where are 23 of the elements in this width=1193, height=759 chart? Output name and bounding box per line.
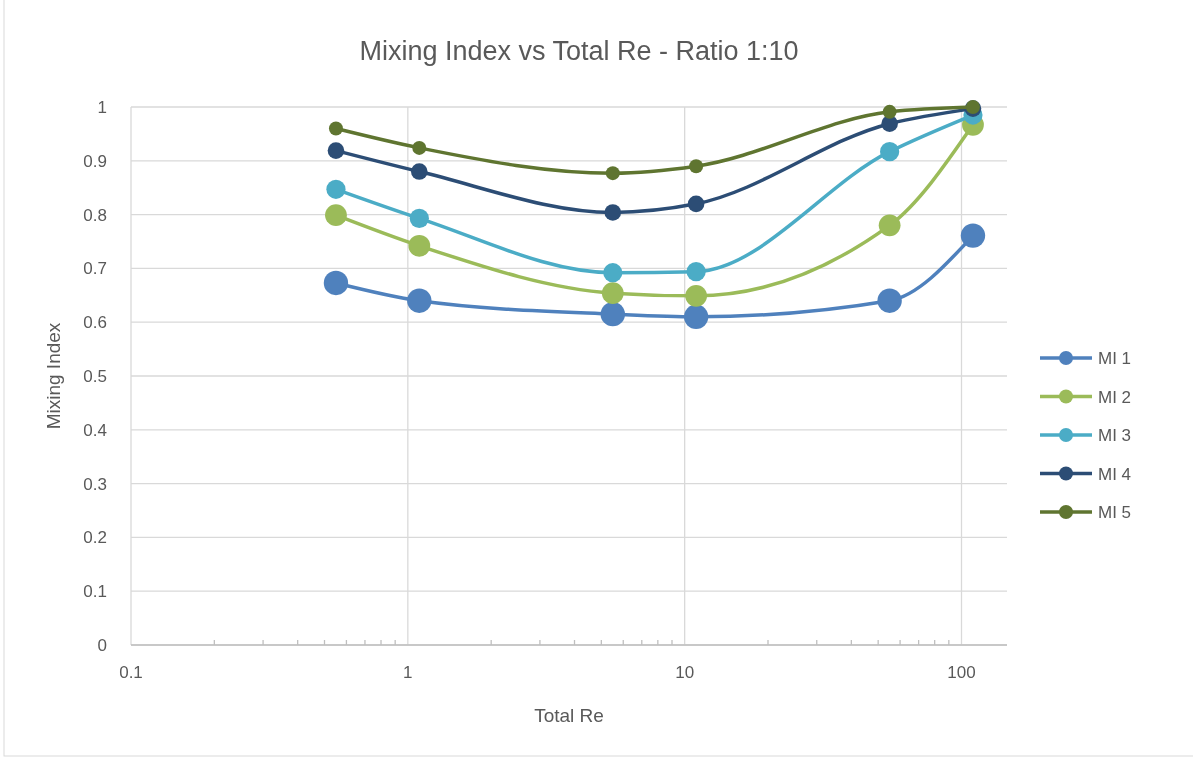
y-tick-label: 0	[97, 636, 107, 655]
y-tick-label: 0.8	[83, 205, 107, 225]
y-tick-label: 0.4	[83, 420, 107, 440]
legend-label: MI 1	[1098, 349, 1132, 368]
legend-label: MI 5	[1098, 503, 1132, 522]
chart-title: Mixing Index vs Total Re - Ratio 1:10	[359, 36, 799, 66]
y-tick-label: 0.2	[83, 528, 107, 548]
y-tick-label: 1	[97, 98, 107, 117]
legend-label: MI 3	[1098, 426, 1132, 445]
y-tick-label: 0.7	[83, 259, 107, 279]
x-axis-title: Total Re	[534, 705, 604, 726]
x-tick-label: 0.1	[119, 663, 143, 682]
y-tick-label: 0.5	[83, 367, 107, 386]
legend-label: MI 2	[1098, 387, 1132, 407]
x-tick-label: 100	[947, 663, 976, 682]
y-tick-label: 0.1	[83, 582, 107, 602]
y-tick-label: 0.3	[83, 474, 107, 494]
y-tick-label: 0.9	[83, 151, 107, 171]
y-tick-label: 0.6	[83, 313, 107, 333]
legend-label: MI 4	[1098, 464, 1132, 484]
x-tick-label: 10	[675, 663, 695, 682]
y-axis-title: Mixing Index	[43, 322, 64, 430]
x-tick-label: 1	[403, 663, 413, 682]
